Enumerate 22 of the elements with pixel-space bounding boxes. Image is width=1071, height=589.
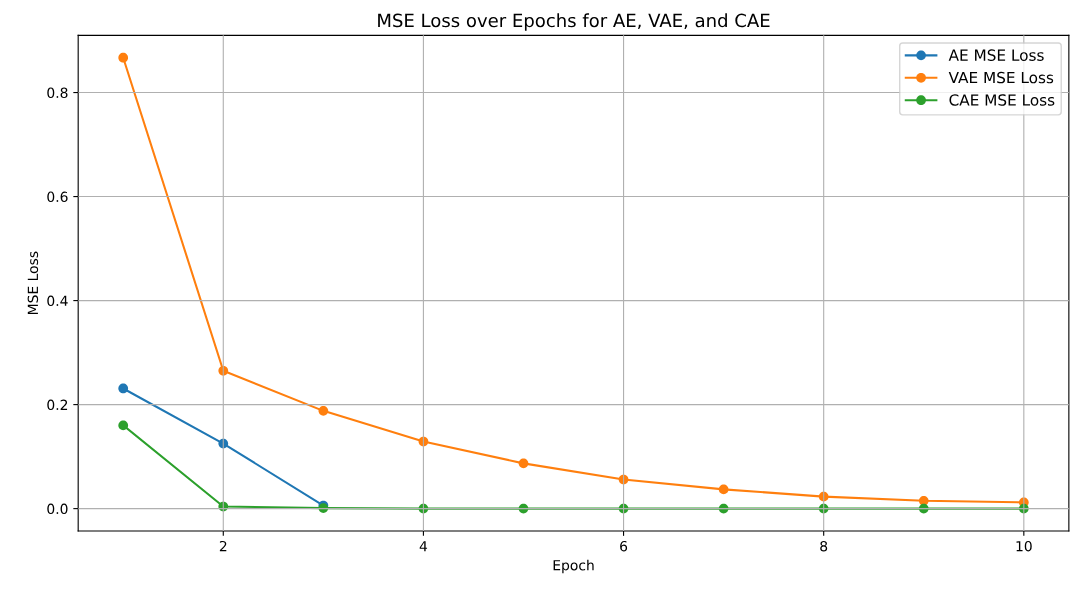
chart-title: MSE Loss over Epochs for AE, VAE, and CAE — [378, 13, 770, 31]
x-tick-label: 8 — [820, 540, 828, 552]
y-tick-label: 0.6 — [47, 191, 68, 203]
x-tick-label: 4 — [419, 541, 428, 552]
y-tick-label: 0.4 — [47, 295, 68, 307]
point — [718, 484, 729, 495]
x-tick-label: 6 — [620, 540, 628, 552]
y-tick-label: 0.8 — [47, 87, 68, 99]
x-tick-label: 2 — [219, 540, 227, 552]
legend-label: CAE MSE Loss — [949, 94, 1055, 106]
y-tick-label: 0.2 — [47, 399, 68, 411]
legend-label: AE MSE Loss — [948, 49, 1044, 61]
x-tick-label: 10 — [1016, 540, 1032, 552]
point — [118, 420, 129, 431]
legend-label: VAE MSE Loss — [948, 71, 1054, 84]
point — [518, 458, 529, 469]
y-tick-label: 0.0 — [47, 503, 68, 515]
point — [118, 52, 129, 63]
y-axis-title: MSE Loss — [27, 251, 39, 315]
point — [318, 405, 329, 416]
x-axis-title: Epoch — [553, 559, 594, 574]
point — [118, 383, 129, 394]
